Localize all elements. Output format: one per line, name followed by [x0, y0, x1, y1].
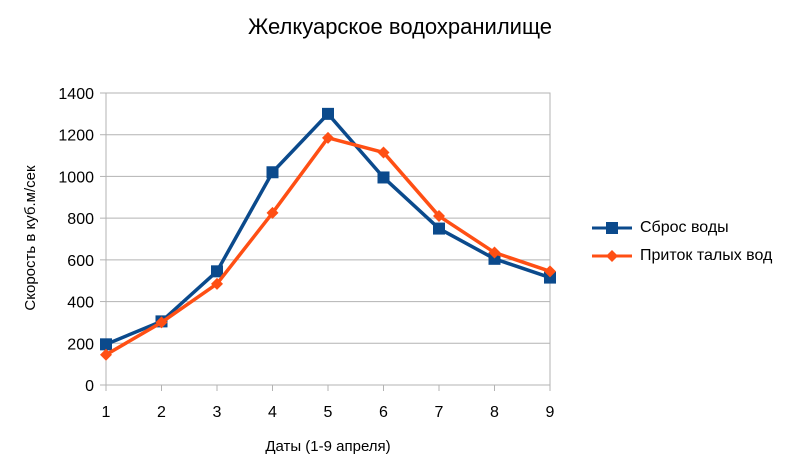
series-1-point — [211, 265, 223, 278]
y-axis-label: Скорость в куб.м/сек — [22, 165, 39, 311]
series-lines — [100, 107, 556, 361]
series-2-point — [266, 206, 279, 219]
series-2-point — [322, 131, 334, 144]
x-tick-label: 3 — [213, 404, 222, 421]
series-2-point — [100, 348, 112, 361]
series-2-point — [488, 246, 501, 259]
series-2-point — [377, 146, 390, 159]
legend-label-inflow: Приток талых вод — [640, 247, 773, 264]
series-2-point — [211, 277, 223, 290]
series-1-point — [322, 107, 334, 120]
series-line-1 — [105, 112, 551, 346]
tick-labels: 0 200 400 600 800 1000 1200 1400 1 2 3 4 5 6 7 8 9 — [58, 86, 554, 421]
y-tick-label: 200 — [67, 336, 94, 353]
plot-area-frame — [105, 92, 551, 386]
x-tick-label: 5 — [324, 404, 333, 421]
y-tick-label: 800 — [67, 211, 94, 228]
legend-swatch-diamond-icon — [592, 250, 632, 262]
x-tick-label: 6 — [379, 404, 388, 421]
x-tick-label: 7 — [435, 404, 444, 421]
series-1-point — [488, 252, 501, 265]
series-2-point — [433, 210, 445, 223]
x-axis-label: Даты (1-9 апреля) — [265, 438, 391, 455]
series-1-point — [100, 338, 112, 351]
series-1-point — [266, 166, 279, 179]
y-tick-label: 1200 — [58, 128, 94, 145]
x-tick-label: 9 — [546, 404, 555, 421]
series-2-point — [544, 265, 556, 278]
x-tick-label: 1 — [102, 404, 111, 421]
y-tick-label: 0 — [85, 378, 94, 395]
x-tick-label: 2 — [157, 404, 166, 421]
chart-title: Желкуарское водохранилище — [247, 14, 553, 39]
series-line-2 — [105, 136, 551, 357]
y-tick-label: 600 — [67, 253, 94, 270]
legend-swatch-square-icon — [592, 222, 632, 234]
x-tick-label: 8 — [490, 404, 499, 421]
series-1-point — [433, 222, 445, 235]
legend-item-discharge: Сброс воды — [592, 214, 772, 242]
series-1-point — [377, 171, 390, 184]
series-2-point — [155, 316, 168, 329]
legend-item-inflow: Приток талых вод — [592, 242, 772, 270]
series-1-point — [544, 271, 556, 284]
y-tick-label: 1400 — [58, 86, 94, 103]
x-tick-label: 4 — [268, 404, 277, 421]
legend-label-discharge: Сброс воды — [640, 219, 729, 236]
y-tick-label: 1000 — [58, 169, 94, 186]
y-tick-label: 400 — [67, 295, 94, 312]
legend: Сброс воды Приток талых вод — [592, 214, 772, 270]
